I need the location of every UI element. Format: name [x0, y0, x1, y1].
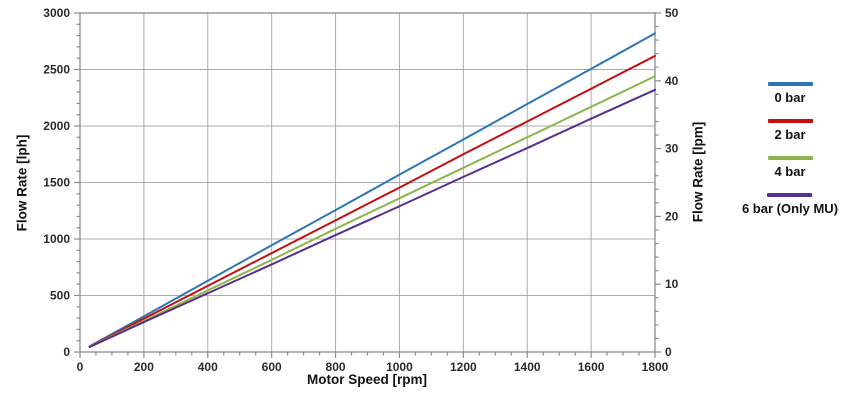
y-left-tick-label: 1000: [43, 232, 70, 246]
y-right-tick-label: 10: [665, 277, 679, 291]
x-tick-label: 1600: [578, 360, 605, 374]
legend-swatch-6bar: [767, 193, 813, 197]
x-tick-label: 1200: [450, 360, 477, 374]
y-right-tick-label: 0: [665, 345, 672, 359]
y-left-tick-label: 3000: [43, 6, 70, 20]
y-left-tick-label: 2500: [43, 63, 70, 77]
legend-swatch-2bar: [767, 119, 813, 123]
legend-item-0bar: 0 bar: [767, 82, 813, 105]
y-left-tick-label: 1500: [43, 176, 70, 190]
x-tick-label: 1400: [514, 360, 541, 374]
series-line-1: [88, 54, 656, 348]
legend-item-6bar: 6 bar (Only MU): [742, 193, 838, 216]
series-line-3: [88, 88, 656, 349]
y-left-tick-label: 2000: [43, 119, 70, 133]
legend-swatch-4bar: [767, 156, 813, 160]
legend-item-4bar: 4 bar: [767, 156, 813, 179]
legend-label-2bar: 2 bar: [774, 127, 806, 142]
x-tick-label: 0: [77, 360, 84, 374]
legend-swatch-0bar: [767, 82, 813, 86]
x-tick-label: 200: [134, 360, 154, 374]
y-left-tick-label: 500: [50, 289, 70, 303]
y-left-tick-label: 0: [63, 345, 70, 359]
x-tick-label: 600: [262, 360, 282, 374]
y-right-tick-label: 20: [665, 209, 679, 223]
series-line-2: [88, 75, 656, 348]
x-tick-label: 400: [198, 360, 218, 374]
legend-label-4bar: 4 bar: [774, 164, 806, 179]
legend-label-0bar: 0 bar: [774, 90, 806, 105]
x-tick-label: 800: [326, 360, 346, 374]
legend-label-6bar: 6 bar (Only MU): [741, 201, 839, 216]
legend-item-2bar: 2 bar: [767, 119, 813, 142]
y-right-tick-label: 40: [665, 74, 679, 88]
x-tick-label: 1800: [642, 360, 669, 374]
y-right-tick-label: 30: [665, 142, 679, 156]
series-line-0: [88, 32, 656, 348]
y-right-tick-label: 50: [665, 6, 679, 20]
y-axis-title-right: Flow Rate [lpm]: [690, 121, 706, 223]
legend: 0 bar 2 bar 4 bar 6 bar (Only MU): [724, 82, 856, 230]
x-axis-title: Motor Speed [rpm]: [307, 372, 427, 387]
y-axis-title-left: Flow Rate [lph]: [14, 134, 30, 232]
x-tick-label: 1000: [386, 360, 413, 374]
